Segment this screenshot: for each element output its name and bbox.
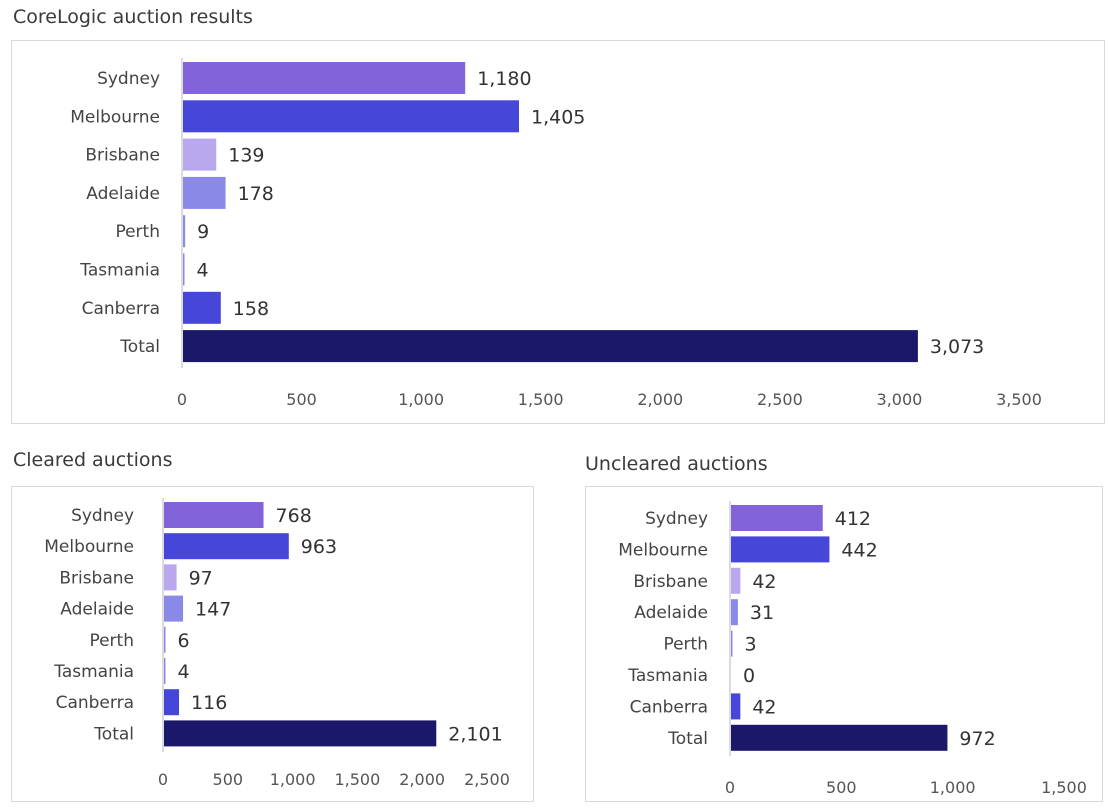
value-label-total: 972 [959, 728, 995, 750]
value-label-tasmania: 0 [743, 665, 755, 687]
chart-title-cleared: Cleared auctions [13, 449, 173, 471]
category-label-brisbane: Brisbane [59, 568, 134, 588]
category-label-total: Total [119, 337, 160, 357]
category-label-melbourne: Melbourne [618, 540, 708, 560]
x-tick-label: 3,500 [996, 390, 1042, 409]
category-label-perth: Perth [115, 222, 160, 242]
x-tick-label: 3,000 [877, 390, 923, 409]
value-label-adelaide: 31 [750, 602, 774, 624]
bar-brisbane [731, 567, 741, 594]
category-label-total: Total [667, 729, 708, 749]
value-label-brisbane: 139 [228, 145, 264, 167]
value-label-brisbane: 97 [189, 567, 213, 589]
value-label-melbourne: 442 [841, 539, 877, 561]
value-label-total: 2,101 [448, 723, 502, 745]
category-label-brisbane: Brisbane [85, 146, 160, 166]
x-tick-label: 1,500 [1041, 778, 1087, 797]
x-tick-label: 2,000 [637, 390, 683, 409]
value-label-perth: 6 [178, 630, 190, 652]
x-tick-label: 2,000 [399, 770, 445, 789]
value-label-adelaide: 147 [195, 599, 231, 621]
category-label-tasmania: Tasmania [79, 261, 160, 281]
category-label-tasmania: Tasmania [627, 666, 708, 686]
bar-canberra [164, 689, 180, 716]
bar-adelaide [183, 176, 226, 209]
value-label-canberra: 116 [191, 692, 227, 714]
x-tick-label: 1,000 [398, 390, 444, 409]
bar-canberra [731, 693, 741, 720]
value-label-brisbane: 42 [752, 571, 776, 593]
bar-tasmania [164, 658, 166, 684]
bar-adelaide [731, 599, 738, 626]
bar-sydney [731, 505, 823, 531]
value-label-sydney: 1,180 [477, 68, 531, 90]
bar-melbourne [183, 100, 519, 133]
value-label-canberra: 158 [233, 298, 269, 320]
value-label-tasmania: 4 [178, 661, 190, 683]
category-label-canberra: Canberra [56, 693, 134, 713]
bar-total [164, 720, 437, 747]
x-tick-label: 2,500 [464, 770, 510, 789]
x-tick-label: 0 [177, 390, 187, 409]
x-tick-label: 2,500 [757, 390, 803, 409]
category-label-perth: Perth [89, 631, 134, 651]
bar-tasmania [183, 253, 185, 286]
x-tick-label: 0 [158, 770, 168, 789]
bar-adelaide [164, 595, 184, 622]
category-label-sydney: Sydney [645, 509, 708, 529]
value-label-sydney: 768 [276, 505, 312, 527]
bar-melbourne [164, 533, 289, 560]
category-label-brisbane: Brisbane [633, 572, 708, 592]
category-label-total: Total [93, 724, 134, 744]
x-tick-label: 500 [826, 778, 857, 797]
category-label-perth: Perth [663, 635, 708, 655]
x-tick-label: 1,500 [518, 390, 564, 409]
category-label-tasmania: Tasmania [53, 662, 134, 682]
bar-sydney [164, 502, 264, 528]
x-tick-label: 500 [286, 390, 317, 409]
category-label-adelaide: Adelaide [60, 600, 134, 620]
category-label-canberra: Canberra [82, 299, 160, 319]
category-label-adelaide: Adelaide [634, 603, 708, 623]
bar-canberra [183, 291, 221, 324]
value-label-total: 3,073 [930, 336, 984, 358]
category-label-melbourne: Melbourne [70, 107, 160, 127]
bar-perth [731, 630, 733, 657]
bar-brisbane [164, 564, 177, 591]
value-label-canberra: 42 [752, 696, 776, 718]
x-tick-label: 1,000 [930, 778, 976, 797]
bar-melbourne [731, 536, 830, 563]
bar-brisbane [183, 138, 217, 171]
category-label-sydney: Sydney [97, 69, 160, 89]
bar-sydney [183, 62, 466, 94]
x-tick-label: 500 [213, 770, 244, 789]
value-label-melbourne: 963 [301, 536, 337, 558]
category-label-sydney: Sydney [71, 506, 134, 526]
x-tick-label: 0 [725, 778, 735, 797]
bar-total [731, 724, 948, 751]
x-tick-label: 1,000 [270, 770, 316, 789]
bar-perth [164, 626, 166, 653]
value-label-perth: 3 [745, 634, 757, 656]
value-label-sydney: 412 [835, 508, 871, 530]
chart-title-uncleared: Uncleared auctions [585, 453, 768, 475]
category-label-melbourne: Melbourne [44, 537, 134, 557]
bar-perth [183, 215, 186, 248]
value-label-perth: 9 [197, 221, 209, 243]
category-label-adelaide: Adelaide [86, 184, 160, 204]
bar-total [183, 330, 918, 363]
category-label-canberra: Canberra [630, 697, 708, 717]
value-label-adelaide: 178 [238, 183, 274, 205]
x-tick-label: 1,500 [334, 770, 380, 789]
value-label-tasmania: 4 [197, 260, 209, 282]
value-label-melbourne: 1,405 [531, 106, 585, 128]
chart-title-corelogic: CoreLogic auction results [13, 6, 253, 28]
